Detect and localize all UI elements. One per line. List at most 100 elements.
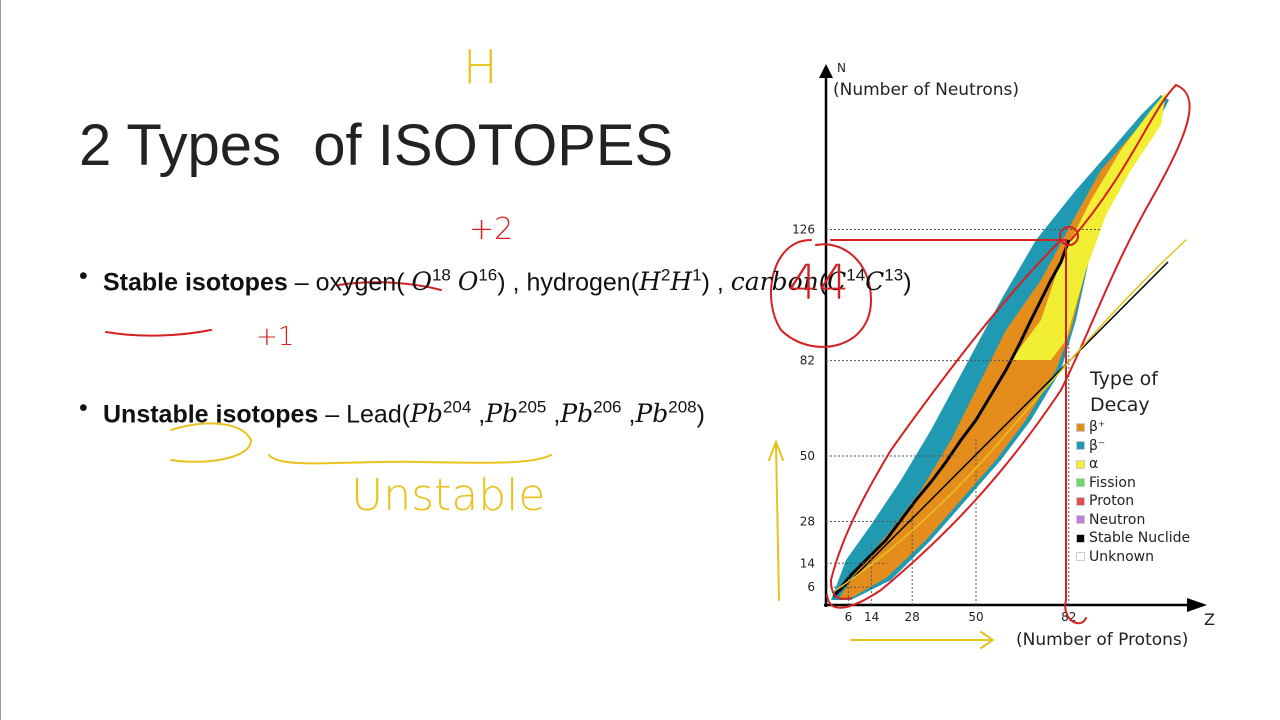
- math-symbol: O: [457, 267, 479, 297]
- legend-swatch: [1076, 441, 1085, 451]
- text-segment: Stable isotopes: [103, 268, 288, 296]
- text: ): [696, 400, 705, 429]
- math-symbol: Pb: [635, 399, 669, 429]
- legend-label: α: [1089, 456, 1099, 472]
- legend-label: β⁺: [1089, 419, 1106, 435]
- y-tick-label: 82: [800, 354, 815, 368]
- handwritten-note: 44: [788, 255, 850, 311]
- math-symbol: carbon: [730, 267, 819, 297]
- text: ,: [621, 400, 636, 429]
- legend-swatch: [1076, 496, 1085, 506]
- text-segment: Lead(: [346, 400, 410, 428]
- math-symbol: Pb: [560, 399, 594, 429]
- text-segment: ,: [471, 400, 485, 428]
- legend-item: Fission: [1076, 474, 1216, 493]
- n-equals-z-line: [833, 261, 1169, 598]
- legend-swatch: [1076, 533, 1085, 543]
- text-segment: Unstable isotopes: [103, 400, 318, 428]
- y-axis-letter: N: [837, 61, 846, 75]
- text: ) ,: [497, 268, 527, 297]
- x-tick-label: 6: [845, 610, 853, 624]
- math-symbol: H: [670, 267, 693, 297]
- handwritten-note: +1: [256, 322, 295, 352]
- text-segment: O16: [457, 266, 497, 297]
- text-segment: ,: [621, 400, 636, 429]
- y-tick-label: 50: [800, 449, 815, 463]
- bullet: Unstable isotopes – Lead(Pb204 ,Pb205 ,P…: [79, 390, 705, 432]
- x-axis-arrow: [1187, 598, 1207, 612]
- math-symbol: C: [827, 267, 847, 297]
- y-tick-label: 6: [807, 580, 815, 594]
- math-symbol: C: [865, 267, 885, 297]
- text-segment: C13: [865, 266, 903, 297]
- text: (: [396, 268, 412, 297]
- superscript: 206: [593, 398, 622, 417]
- math-symbol: O: [411, 267, 432, 297]
- legend-label: β⁻: [1089, 437, 1106, 454]
- handwritten-note: +2: [469, 212, 514, 247]
- legend-swatch: [1076, 422, 1085, 432]
- text-segment: Pb204: [410, 398, 472, 428]
- text-segment: ,: [546, 400, 560, 428]
- text-segment: –: [318, 400, 346, 428]
- text-segment: (: [396, 268, 411, 296]
- y-axis-label: (Number of Neutrons): [833, 80, 1019, 100]
- legend-label: Fission: [1089, 474, 1136, 491]
- legend-item: Unknown: [1076, 548, 1216, 567]
- superscript: 205: [518, 398, 547, 417]
- legend-label: Unknown: [1089, 548, 1154, 565]
- text-segment: ) ,: [497, 268, 526, 296]
- handwritten-note: H: [463, 40, 498, 94]
- text-segment: C14: [827, 266, 866, 297]
- x-axis-label: (Number of Protons): [1016, 630, 1188, 650]
- text-segment: ): [903, 268, 911, 296]
- x-axis-letter: Z: [1204, 610, 1215, 629]
- y-tick-label: 126: [792, 223, 815, 237]
- superscript: 18: [431, 266, 451, 285]
- text-segment: H2: [639, 266, 671, 297]
- legend-label: Stable Nuclide: [1089, 530, 1191, 546]
- stable-line: [832, 239, 1071, 597]
- text-segment: ): [697, 400, 705, 428]
- legend-swatch: [1076, 515, 1085, 525]
- legend-item: Neutron: [1076, 511, 1216, 530]
- math-symbol: H: [639, 267, 661, 297]
- text: oxygen: [315, 268, 397, 297]
- text-segment: (: [631, 268, 639, 296]
- superscript: 2: [660, 266, 671, 285]
- math-symbol: Pb: [485, 399, 519, 429]
- bullet: Stable isotopes – oxygen( O18 O16) , hyd…: [79, 258, 912, 300]
- text: Stable isotopes: [103, 268, 288, 297]
- text-segment: oxygen: [316, 268, 397, 296]
- text-segment: ) ,: [702, 268, 731, 296]
- text-segment: Pb205: [485, 398, 547, 429]
- legend-item: Stable Nuclide: [1076, 529, 1216, 548]
- text-segment: –: [288, 268, 316, 296]
- x-tick-label: 28: [905, 610, 920, 624]
- superscript: 14: [846, 266, 866, 285]
- legend-item: α: [1076, 455, 1216, 474]
- text: ,: [471, 400, 486, 429]
- text: ) ,: [701, 268, 731, 297]
- text: Unstable isotopes: [103, 400, 319, 429]
- text-segment: (: [819, 268, 827, 296]
- text: –: [318, 400, 347, 429]
- legend: Type of Decay β⁺ β⁻ α Fission Proton Neutron S…: [1076, 366, 1216, 566]
- text: –: [287, 268, 316, 297]
- text: ,: [546, 400, 561, 429]
- x-tick-label: 14: [864, 610, 879, 624]
- text-segment: [451, 268, 458, 296]
- text: hydrogen: [526, 268, 631, 297]
- y-tick-label: 28: [800, 515, 815, 529]
- text-segment: carbon: [730, 267, 819, 297]
- legend-swatch: [1076, 478, 1085, 488]
- legend-item: β⁺: [1076, 418, 1216, 437]
- superscript: 204: [442, 398, 472, 417]
- text-segment: H1: [670, 266, 701, 297]
- text: (: [818, 268, 828, 297]
- text: [451, 268, 458, 296]
- text-segment: Pb206: [560, 398, 622, 429]
- legend-swatch: [1076, 459, 1085, 469]
